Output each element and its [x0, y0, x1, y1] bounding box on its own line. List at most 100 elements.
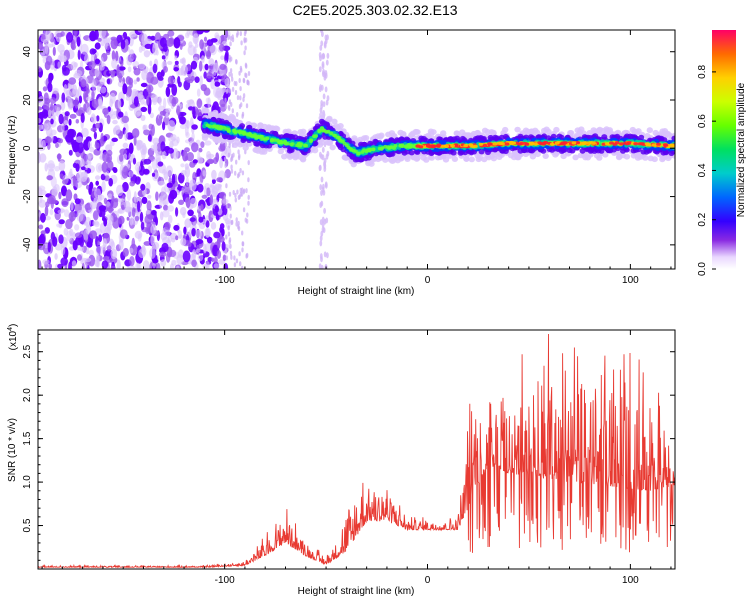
- heatmap-noise-cell: [106, 114, 111, 125]
- heatmap-streak-cell: [319, 184, 323, 191]
- heatmap-streak-cell: [322, 183, 325, 190]
- heatmap-noise-cell: [202, 30, 210, 33]
- heatmap-noise-cell: [126, 216, 130, 221]
- heatmap-noise-cell: [170, 237, 176, 243]
- heatmap-noise-cell: [216, 238, 221, 249]
- heatmap-noise-cell: [191, 259, 197, 268]
- heatmap-noise-cell: [143, 129, 151, 136]
- heatmap-streak-cell: [323, 157, 327, 164]
- heatmap-ridge-cell: [502, 126, 509, 133]
- heatmap-noise-cell: [106, 245, 112, 252]
- heatmap-noise-cell: [38, 41, 43, 50]
- heatmap-noise-cell: [155, 191, 159, 201]
- heatmap-ridge-cell: [572, 154, 579, 161]
- heatmap-noise-cell: [55, 142, 59, 149]
- heatmap-noise-cell: [117, 111, 124, 118]
- heatmap-noise-cell: [225, 88, 229, 94]
- heatmap-noise-cell: [181, 57, 186, 65]
- heatmap-noise-cell: [185, 131, 190, 138]
- heatmap-noise-cell: [58, 160, 66, 172]
- heatmap-noise-cell: [44, 136, 52, 144]
- heatmap-noise-cell: [93, 210, 99, 221]
- heatmap-noise-cell: [156, 262, 161, 269]
- heatmap-noise-cell: [182, 150, 188, 162]
- heatmap-noise-cell: [160, 141, 166, 152]
- heatmap-noise-cell: [116, 64, 120, 76]
- heatmap-noise-cell: [196, 88, 201, 97]
- heatmap-noise-cell: [167, 120, 176, 132]
- heatmap-noise-cell: [95, 180, 99, 186]
- heatmap-noise-cell: [152, 63, 158, 74]
- heatmap-noise-cell: [131, 54, 137, 60]
- heatmap-ridge-cell: [326, 129, 331, 134]
- heatmap-noise-cell: [66, 32, 74, 43]
- heatmap-ridge-cell: [342, 141, 347, 146]
- spectrogram-heatmap: [38, 30, 675, 269]
- heatmap-noise-cell: [98, 30, 107, 39]
- heatmap-noise-cell: [129, 256, 135, 267]
- heatmap-noise-cell: [205, 261, 210, 269]
- heatmap-noise-cell: [74, 97, 79, 109]
- heatmap-noise-cell: [52, 46, 56, 57]
- heatmap-noise-cell: [171, 138, 179, 147]
- heatmap-noise-cell: [162, 209, 170, 218]
- heatmap-noise-cell: [58, 234, 64, 244]
- heatmap-noise-cell: [135, 262, 141, 269]
- heatmap-noise-cell: [241, 187, 244, 193]
- heatmap-noise-cell: [236, 95, 240, 101]
- heatmap-streak-cell: [320, 103, 323, 110]
- heatmap-noise-cell: [132, 128, 140, 138]
- heatmap-noise-cell: [166, 37, 174, 48]
- heatmap-noise-cell: [227, 104, 231, 110]
- heatmap-ridge-cell: [352, 157, 359, 163]
- heatmap-noise-cell: [39, 153, 47, 163]
- heatmap-ridge-cell: [666, 140, 672, 145]
- heatmap-noise-cell: [44, 162, 48, 172]
- heatmap-noise-cell: [86, 184, 90, 190]
- heatmap-noise-cell: [246, 212, 249, 218]
- heatmap-noise-cell: [60, 31, 65, 37]
- heatmap-noise-cell: [186, 30, 190, 37]
- heatmap-noise-cell: [47, 82, 53, 93]
- heatmap-ridge-cell: [595, 148, 602, 154]
- heatmap-noise-cell: [68, 118, 72, 126]
- heatmap-noise-cell: [90, 115, 97, 124]
- heatmap-noise-cell: [45, 126, 53, 137]
- heatmap-noise-cell: [173, 37, 181, 49]
- heatmap-noise-cell: [151, 209, 157, 216]
- heatmap-noise-cell: [96, 253, 100, 264]
- heatmap-noise-cell: [94, 42, 101, 50]
- heatmap-noise-cell: [179, 124, 187, 130]
- heatmap-ridge-cell: [215, 117, 222, 124]
- heatmap-streak-cell: [322, 189, 326, 196]
- heatmap-ridge-cell: [606, 129, 614, 135]
- heatmap-noise-cell: [131, 237, 136, 250]
- heatmap-noise-cell: [243, 50, 246, 56]
- heatmap-noise-cell: [167, 30, 175, 37]
- heatmap-noise-cell: [71, 88, 79, 98]
- heatmap-streak-cell: [320, 264, 324, 269]
- heatmap-noise-cell: [112, 167, 118, 173]
- heatmap-noise-cell: [238, 194, 241, 200]
- heatmap-noise-cell: [142, 260, 150, 269]
- heatmap-noise-cell: [228, 237, 232, 243]
- heatmap-streak-cell: [324, 72, 328, 79]
- heatmap-noise-cell: [142, 168, 150, 175]
- heatmap-noise-cell: [98, 234, 103, 243]
- heatmap-noise-cell: [44, 216, 51, 221]
- heatmap-noise-cell: [180, 65, 184, 76]
- heatmap-ridge-cell: [552, 151, 559, 158]
- heatmap-noise-cell: [196, 108, 199, 115]
- heatmap-noise-cell: [212, 101, 219, 112]
- heatmap-noise-cell: [93, 148, 101, 156]
- heatmap-noise-cell: [108, 177, 113, 187]
- heatmap-ridge-cell: [533, 129, 541, 136]
- heatmap-noise-cell: [211, 257, 215, 263]
- heatmap-noise-cell: [70, 137, 75, 146]
- heatmap-noise-cell: [123, 165, 129, 176]
- heatmap-ridge-cell: [211, 124, 216, 129]
- heatmap-noise-cell: [195, 229, 203, 239]
- heatmap-noise-cell: [150, 94, 158, 103]
- heatmap-noise-cell: [50, 103, 54, 111]
